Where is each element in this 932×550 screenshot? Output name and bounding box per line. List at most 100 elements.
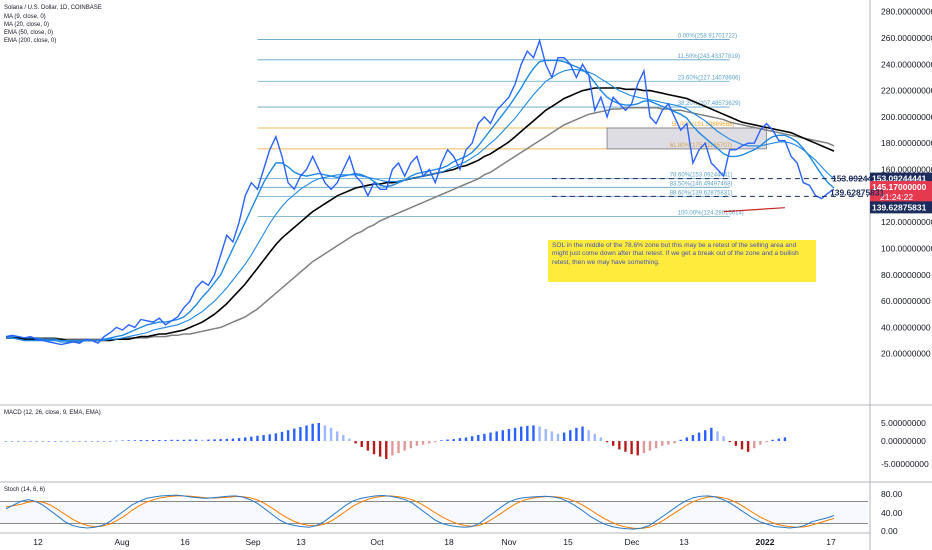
macd-bar bbox=[630, 441, 633, 455]
macd-bar bbox=[483, 433, 486, 441]
upper-line-label: 153.09244441 bbox=[832, 174, 887, 184]
macd-bar bbox=[556, 433, 560, 441]
macd-bar bbox=[679, 439, 682, 441]
macd-bar bbox=[513, 427, 517, 441]
macd-bar bbox=[562, 432, 566, 441]
macd-bar bbox=[605, 441, 609, 443]
legend-ma20[interactable]: MA (20, close, 0) bbox=[4, 22, 49, 28]
macd-bar bbox=[415, 441, 419, 446]
ma20-line bbox=[6, 69, 835, 342]
macd-bar bbox=[342, 435, 345, 441]
macd-bar bbox=[201, 439, 204, 441]
time-axis[interactable]: 12 Aug 16 Sep 13 Oct 18 Nov 15 Dec 13 2022 17 bbox=[33, 537, 836, 547]
macd-bar bbox=[237, 438, 241, 441]
price-axis[interactable]: 280.00000000 260.00000000 240.00000000 220.… bbox=[881, 7, 932, 359]
ema200-line bbox=[6, 106, 835, 340]
legend-ma9[interactable]: MA (9, close, 0) bbox=[4, 14, 46, 20]
macd-bar bbox=[115, 440, 118, 442]
macd-bar bbox=[133, 440, 136, 441]
upper-price-tag-label: 153.09244441 bbox=[872, 174, 927, 184]
legend-ema50[interactable]: EMA (50, close, 0) bbox=[4, 30, 53, 36]
time-tick-label: Aug bbox=[114, 537, 129, 547]
macd-bar bbox=[317, 423, 320, 441]
macd-bar bbox=[268, 434, 271, 441]
macd-bar bbox=[152, 440, 155, 441]
macd-bar bbox=[783, 437, 787, 441]
macd-bar bbox=[648, 441, 652, 451]
legend-title: Solana / U.S. Dollar, 1D, COINBASE bbox=[4, 5, 102, 11]
current-price-tag bbox=[870, 181, 932, 204]
macd-tick-label: 0.00000000 bbox=[881, 436, 926, 446]
time-tick-label: 18 bbox=[444, 537, 454, 547]
macd-bar bbox=[29, 441, 32, 442]
stoch-tick-label: 40.00 bbox=[881, 508, 903, 518]
macd-bar bbox=[691, 435, 695, 441]
macd-bar bbox=[66, 441, 69, 442]
macd-bar bbox=[72, 441, 75, 442]
time-tick-label: 13 bbox=[679, 537, 689, 547]
lower-line-label: 139.62875831 bbox=[830, 187, 885, 197]
macd-bar bbox=[520, 426, 523, 441]
macd-bar bbox=[348, 438, 351, 441]
macd-bar bbox=[667, 441, 670, 445]
annotation-note[interactable]: SOL in the middle of the 78.6% zone but … bbox=[548, 240, 816, 282]
macd-bar bbox=[194, 439, 198, 441]
macd-bar bbox=[96, 441, 100, 442]
macd-bar bbox=[501, 430, 504, 441]
macd-bar bbox=[507, 429, 511, 441]
macd-bar bbox=[612, 441, 615, 446]
macd-bar bbox=[746, 441, 750, 452]
macd-bar bbox=[90, 441, 94, 442]
fib-level-label: 61.80%(175.71165707) bbox=[670, 143, 732, 149]
macd-bar bbox=[526, 425, 529, 441]
macd-bar bbox=[397, 441, 400, 453]
macd-bar bbox=[213, 439, 216, 441]
macd-bar bbox=[550, 431, 554, 441]
time-tick-label: 13 bbox=[296, 537, 306, 547]
macd-bar bbox=[225, 438, 228, 441]
macd-bar bbox=[102, 441, 106, 442]
macd-bar bbox=[372, 441, 376, 455]
macd-bar bbox=[78, 441, 81, 442]
macd-bar bbox=[697, 432, 701, 441]
stoch-lines bbox=[0, 494, 868, 530]
red-trendline[interactable] bbox=[723, 207, 785, 213]
price-tick-label: 180.00000000 bbox=[881, 138, 932, 148]
fib-level-label: 78.60%(153.09244441) bbox=[670, 173, 733, 179]
macd-bar bbox=[305, 425, 308, 441]
macd-tick-label: 5.00000000 bbox=[881, 418, 926, 428]
macd-bar bbox=[17, 441, 20, 442]
macd-bar bbox=[421, 441, 425, 445]
price-tick-label: 60.00000000 bbox=[881, 296, 931, 306]
macd-bar bbox=[470, 436, 474, 441]
time-tick-label: 15 bbox=[563, 537, 573, 547]
price-tick-label: 240.00000000 bbox=[881, 59, 932, 69]
macd-bar bbox=[464, 437, 468, 441]
macd-bar bbox=[219, 439, 222, 441]
macd-bar bbox=[109, 441, 112, 442]
macd-bar bbox=[23, 441, 26, 442]
macd-bar bbox=[244, 437, 247, 441]
macd-bar bbox=[673, 441, 676, 444]
macd-bar bbox=[256, 435, 259, 441]
macd-bar bbox=[771, 439, 774, 441]
macd-bar bbox=[293, 428, 296, 441]
legend-ema200[interactable]: EMA (200, close, 0) bbox=[4, 38, 56, 44]
macd-bar bbox=[145, 440, 149, 441]
macd-bar bbox=[661, 441, 664, 446]
price-tick-label: 160.00000000 bbox=[881, 165, 932, 175]
countdown-label: 21:24:22 bbox=[880, 192, 913, 202]
macd-bar bbox=[575, 427, 578, 441]
macd-bar bbox=[378, 441, 382, 457]
macd-bar bbox=[385, 441, 388, 459]
time-tick-label: 2022 bbox=[756, 537, 775, 547]
macd-label[interactable]: MACD (12, 26, close, 9, EMA, EMA) bbox=[4, 410, 101, 416]
macd-bar bbox=[262, 435, 265, 441]
macd-bar bbox=[777, 438, 780, 441]
macd-bar bbox=[207, 439, 210, 441]
macd-bar bbox=[329, 427, 333, 441]
macd-bar bbox=[452, 439, 455, 441]
stoch-label[interactable]: Stoch (14, 6, 6) bbox=[4, 487, 45, 493]
macd-histogram bbox=[4, 423, 787, 459]
